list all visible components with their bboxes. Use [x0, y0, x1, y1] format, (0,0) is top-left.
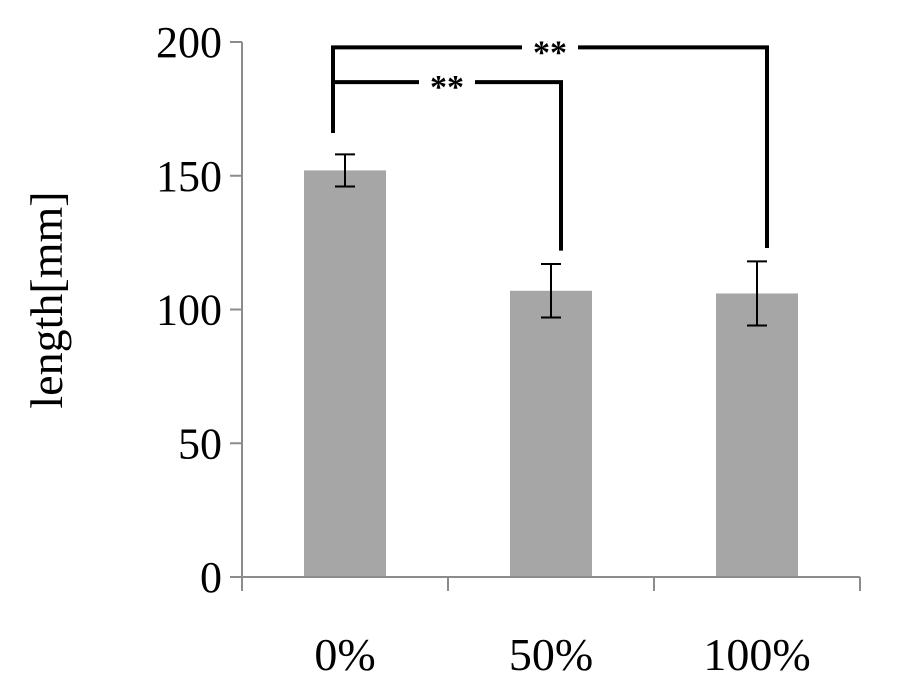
error-bar-0 — [335, 153, 355, 188]
significance-label: ** — [430, 69, 464, 106]
error-bar-2 — [747, 260, 767, 327]
bar-0 — [304, 170, 386, 577]
error-bar-1 — [541, 263, 561, 319]
significance-label: ** — [533, 34, 567, 71]
y-tick-label: 50 — [178, 419, 222, 468]
x-tick-label: 100% — [703, 629, 810, 680]
x-tick-label: 0% — [314, 629, 375, 680]
bar-1 — [510, 290, 592, 577]
significance-bracket-1: ** — [331, 33, 769, 248]
y-tick-label: 100 — [156, 286, 222, 335]
bar-2 — [716, 293, 798, 577]
y-axis-label: length[mm] — [21, 191, 72, 408]
x-tick-label: 50% — [509, 629, 593, 680]
y-tick-label: 200 — [156, 18, 222, 67]
y-tick-label: 0 — [200, 553, 222, 602]
y-tick-label: 150 — [156, 152, 222, 201]
